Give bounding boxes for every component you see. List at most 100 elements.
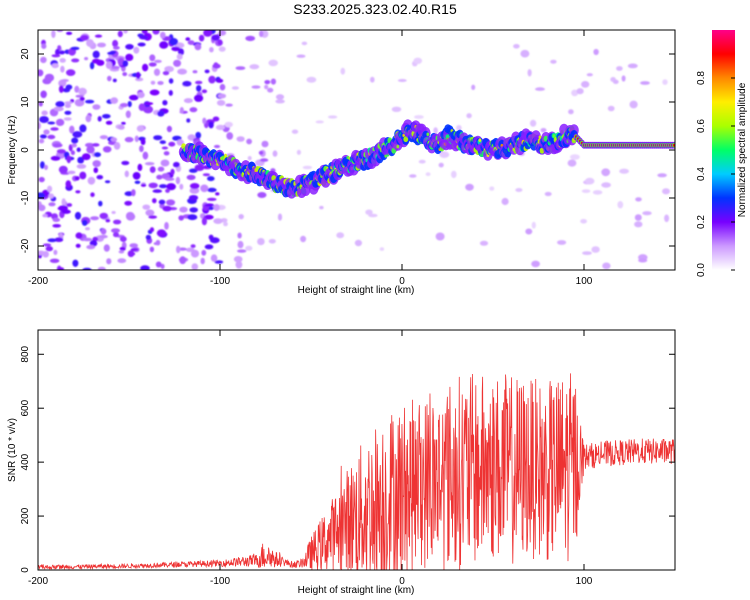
spectrogram-noise-cell [354, 239, 362, 247]
spectrogram-noise-cell [190, 249, 200, 258]
spectrogram-noise-cell [61, 198, 66, 207]
spectrogram-noise-cell [275, 94, 285, 100]
spectrogram-noise-cell [621, 75, 626, 82]
spectrogram-noise-cell [214, 260, 224, 264]
spectrogram-noise-cell [54, 237, 64, 242]
spectrogram-noise-cell [149, 54, 156, 62]
spectrogram-noise-cell [81, 219, 88, 226]
spectrogram-noise-cell [535, 87, 545, 91]
spectrogram-noise-cell [52, 143, 63, 148]
spectrogram-noise-cell [40, 56, 47, 64]
spectrogram-noise-cell [51, 30, 56, 38]
spectrogram-noise-cell [456, 125, 462, 131]
spectrogram-noise-cell [466, 113, 472, 119]
spectrogram-noise-cell [61, 209, 71, 214]
spectrogram-noise-cell [179, 256, 187, 265]
spectrogram-noise-cell [47, 185, 53, 193]
spectrogram-noise-cell [160, 31, 166, 39]
spectrogram-noise-cell [113, 219, 122, 225]
spectrogram-noise-cell [92, 50, 100, 59]
spectrogram-noise-cell [93, 152, 101, 158]
spectrogram-noise-cell [105, 218, 111, 223]
spectrogram-noise-cell [111, 228, 120, 234]
spectrogram-noise-cell [182, 80, 192, 87]
spectrogram-noise-cell [38, 204, 46, 212]
spectrogram-noise-cell [129, 243, 138, 248]
spectrogram-noise-cell [189, 168, 198, 173]
spectrogram-noise-cell [38, 69, 44, 77]
spectrogram-noise-cell [93, 167, 99, 174]
spectrogram-noise-cell [74, 211, 82, 220]
spectrogram-noise-cell [156, 229, 167, 237]
spectrogram-noise-cell [212, 63, 221, 69]
spectrogram-noise-cell [207, 197, 217, 201]
spectrogram-noise-cell [662, 79, 668, 85]
spectrogram-noise-cell [235, 260, 243, 269]
y-tick-label: 800 [20, 345, 31, 362]
spectrogram-noise-cell [189, 207, 198, 213]
spectrogram-noise-cell [76, 164, 87, 169]
spectrogram-noise-cell [272, 150, 278, 157]
spectrogram-noise-cell [40, 161, 45, 169]
spectrogram-noise-cell [302, 165, 313, 170]
spectrogram-noise-cell [251, 85, 261, 89]
spectrogram-noise-cell [275, 99, 285, 104]
spectrogram-noise-cell [38, 121, 41, 130]
spectrogram-noise-cell [627, 63, 638, 69]
y-tick-label: 200 [20, 507, 31, 524]
spectrogram-noise-cell [570, 154, 580, 160]
y-tick-label: 0 [20, 147, 31, 153]
spectrogram-noise-cell [204, 244, 214, 250]
spectrogram-noise-cell [75, 94, 84, 98]
y-tick-label: 0 [20, 567, 31, 573]
spectrogram-noise-cell [99, 212, 109, 220]
spectrogram-noise-cell [201, 217, 207, 226]
spectrogram-noise-cell [204, 203, 215, 207]
spectrogram-noise-cell [438, 162, 444, 168]
colorbar-label: Normalized spectral amplitude [737, 82, 748, 217]
spectrogram-noise-cell [110, 137, 118, 142]
spectrogram-noise-cell [165, 177, 175, 181]
spectrogram-noise-cell [38, 250, 46, 256]
spectrogram-noise-cell [138, 103, 146, 111]
spectrogram-noise-cell [162, 71, 170, 76]
spectrogram-noise-cell [59, 58, 66, 63]
spectrogram-noise-cell [567, 159, 577, 167]
spectrogram-noise-cell [198, 34, 205, 42]
spectrogram-noise-cell [52, 217, 61, 222]
spectrogram-noise-cell [187, 40, 195, 45]
spectrogram-noise-cell [550, 59, 557, 64]
spectrogram-noise-cell [418, 159, 426, 164]
spectrogram-noise-cell [557, 240, 567, 245]
spectrogram-noise-cell [247, 156, 252, 161]
colorbar-gradient [712, 30, 735, 270]
spectrogram-noise-cell [409, 174, 417, 178]
bottom-y-axis-label: SNR (10 * v/v) [7, 418, 18, 482]
spectrogram-noise-cell [223, 221, 228, 227]
spectrogram-noise-cell [131, 189, 136, 197]
spectrogram-noise-cell [601, 182, 611, 188]
spectrogram-noise-cell [103, 244, 110, 252]
spectrogram-noise-cell [84, 57, 89, 61]
spectrogram-ridge-cell [403, 136, 409, 143]
spectrogram-noise-cell [61, 79, 69, 82]
spectrogram-noise-cell [186, 174, 196, 181]
spectrogram-noise-cell [41, 43, 47, 49]
spectrogram-noise-cell [209, 47, 214, 53]
spectrogram-noise-cell [489, 186, 495, 191]
spectrogram-noise-cell [47, 238, 57, 243]
spectrogram-noise-cell [65, 84, 73, 90]
spectrogram-noise-cell [58, 50, 65, 55]
spectrogram-noise-cell [179, 183, 184, 190]
x-tick-label: -200 [28, 276, 48, 287]
spectrogram-noise-cell [370, 76, 375, 83]
spectrogram-noise-cell [42, 243, 52, 247]
spectrogram-noise-cell [176, 53, 183, 60]
spectrogram-noise-cell [43, 129, 50, 135]
spectrogram-noise-cell [96, 59, 105, 66]
spectrogram-noise-cell [520, 49, 530, 58]
spectrogram-noise-cell [194, 43, 202, 51]
spectrogram-noise-cell [153, 68, 161, 76]
spectrogram-noise-cell [195, 80, 203, 85]
spectrogram-noise-cell [75, 243, 81, 248]
